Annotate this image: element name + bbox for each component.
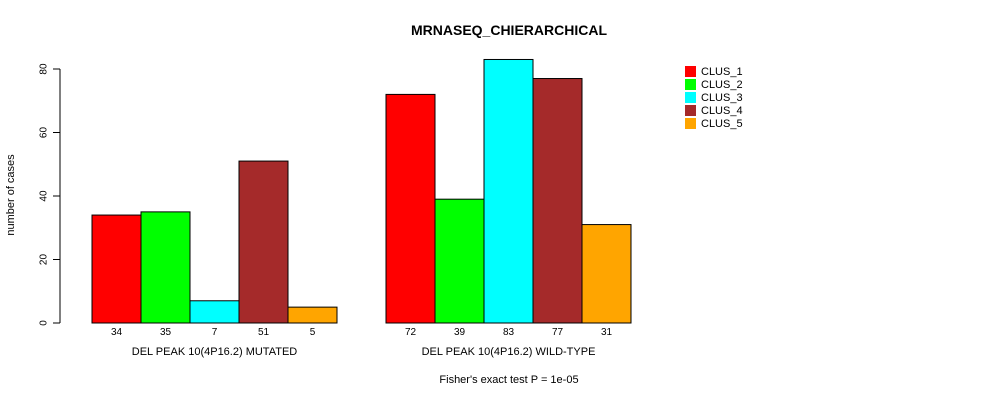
legend-label: CLUS_1 [701,66,743,78]
group-label-2: DEL PEAK 10(4P16.2) WILD-TYPE [422,346,596,358]
legend-swatch [685,105,696,116]
group-label-1: DEL PEAK 10(4P16.2) MUTATED [132,346,298,358]
legend-swatch [685,118,696,129]
group-labels: DEL PEAK 10(4P16.2) MUTATED DEL PEAK 10(4… [132,346,596,358]
bar-value-label: 51 [258,327,270,338]
legend-swatch [685,66,696,77]
y-axis-label: number of cases [5,154,17,236]
bar-value-label: 31 [601,327,613,338]
y-tick-label: 80 [39,63,50,75]
legend-swatch [685,92,696,103]
legend-label: CLUS_5 [701,118,743,130]
y-tick-label: 60 [39,127,50,139]
bar-value-label: 83 [503,327,515,338]
bar-clus-4-group-1 [238,160,289,324]
bars [91,58,632,324]
footnote: Fisher's exact test P = 1e-05 [439,374,578,386]
bar-value-label: 72 [405,327,417,338]
bar-clus-2-group-1 [140,211,191,324]
legend-label: CLUS_4 [701,105,743,117]
bar-clus-2-group-2 [434,198,485,324]
bar-value-label: 5 [310,327,316,338]
bar-clus-4-group-2 [532,78,583,324]
y-tick-label: 0 [39,320,50,326]
bar-clus-5-group-1 [287,306,338,324]
bar-value-label: 35 [160,327,172,338]
legend-label: CLUS_2 [701,79,743,91]
legend-swatch [685,79,696,90]
y-tick-label: 20 [39,254,50,266]
bar-clus-1-group-1 [91,214,142,324]
bar-value-label: 77 [552,327,564,338]
chart-title: MRNASEQ_CHIERARCHICAL [411,22,607,38]
legend-label: CLUS_3 [701,92,743,104]
bar-value-label: 39 [454,327,466,338]
bar-value-label: 7 [212,327,218,338]
y-axis: 0 20 40 60 80 [39,63,61,326]
bar-clus-3-group-2 [483,58,534,324]
value-labels: 34 35 7 51 5 72 39 83 77 31 [111,327,613,338]
y-tick-label: 40 [39,190,50,202]
bar-clus-3-group-1 [189,300,240,324]
bar-clus-1-group-2 [385,93,436,324]
bar-clus-5-group-2 [581,224,632,324]
bar-value-label: 34 [111,327,123,338]
